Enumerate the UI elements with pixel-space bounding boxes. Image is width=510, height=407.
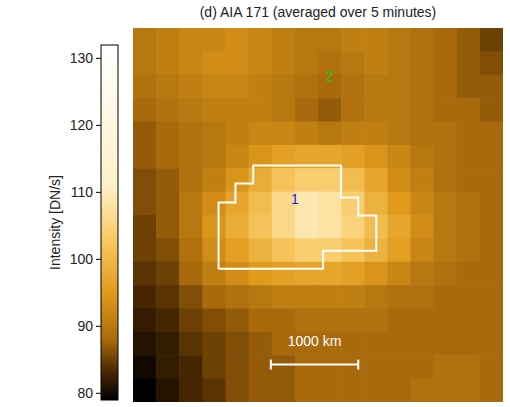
svg-text:130: 130 (70, 50, 94, 66)
svg-text:80: 80 (77, 385, 93, 401)
svg-text:120: 120 (70, 117, 94, 133)
svg-text:100: 100 (70, 251, 94, 267)
svg-text:90: 90 (77, 318, 93, 334)
svg-text:1: 1 (291, 191, 299, 207)
html-text:(d) AIA 171 (averaged over 5 m: (d) AIA 171 (averaged over 5 minutes) (199, 4, 437, 20)
svg-text:1000 km: 1000 km (288, 333, 342, 349)
svg-text:2: 2 (326, 68, 334, 84)
svg-text:110: 110 (71, 184, 94, 200)
svg-text:Intensity [DN/s]: Intensity [DN/s] (47, 175, 63, 270)
